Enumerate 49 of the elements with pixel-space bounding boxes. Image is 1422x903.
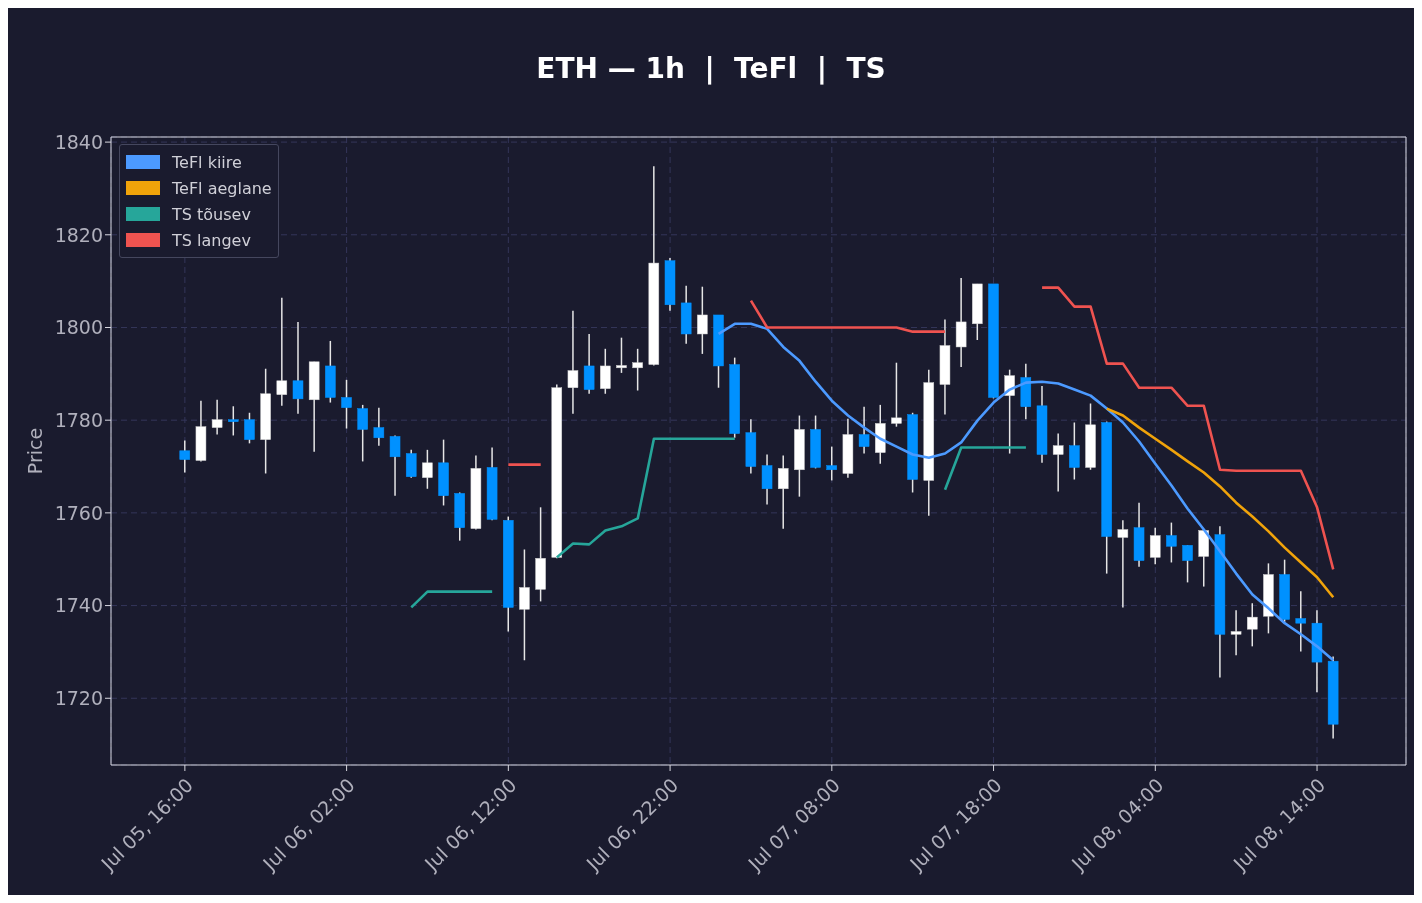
candlestick xyxy=(357,404,368,463)
candlestick xyxy=(519,548,530,662)
candlestick xyxy=(1149,526,1161,566)
y-tick-label: 1800 xyxy=(54,316,103,339)
candlestick xyxy=(697,285,708,355)
candlestick xyxy=(373,406,385,447)
y-tick-label: 1820 xyxy=(54,223,103,246)
candlestick xyxy=(1052,432,1064,493)
candlestick xyxy=(292,321,304,415)
candlestick xyxy=(244,412,255,445)
candlestick xyxy=(1117,519,1129,609)
y-tick-label: 1760 xyxy=(54,501,103,524)
y-tick-label: 1740 xyxy=(54,594,103,617)
candlestick xyxy=(1004,368,1015,455)
candlestick xyxy=(761,453,773,506)
y-axis-title: Price xyxy=(23,427,46,475)
candlestick xyxy=(341,379,352,430)
candlestick xyxy=(389,434,401,497)
candlestick xyxy=(777,454,789,530)
candlestick xyxy=(1247,602,1258,648)
candlestick xyxy=(616,336,627,374)
chart-title: ETH — 1h | TeFl | TS xyxy=(535,52,887,85)
legend-label: TS tõusev xyxy=(172,204,251,224)
candlestick xyxy=(211,399,223,436)
candlestick xyxy=(826,445,837,482)
candlestick xyxy=(1230,609,1242,656)
candlestick xyxy=(567,310,579,415)
candlestick xyxy=(583,333,595,395)
y-tick-label: 1780 xyxy=(54,408,103,431)
candlestick xyxy=(1295,590,1307,653)
line-series xyxy=(717,322,1335,662)
y-tick-label: 1840 xyxy=(54,130,103,153)
candlestick xyxy=(1182,544,1193,584)
candlestick xyxy=(276,297,288,407)
legend-label: TS langev xyxy=(172,230,251,250)
candlestick xyxy=(858,405,870,455)
candlestick xyxy=(1166,521,1177,564)
line-series xyxy=(1105,407,1335,599)
y-tick-label: 1720 xyxy=(54,687,103,710)
candlestick xyxy=(179,439,191,474)
legend-label: TeFl kiire xyxy=(172,152,242,172)
legend-label: TeFl aeglane xyxy=(172,178,272,198)
candlestick xyxy=(228,405,239,437)
candlestick xyxy=(405,449,417,479)
candlestick xyxy=(891,361,902,428)
candlestick xyxy=(632,348,643,392)
candlestick xyxy=(422,449,433,490)
candlestick xyxy=(600,348,611,395)
candlestick xyxy=(1069,421,1080,481)
